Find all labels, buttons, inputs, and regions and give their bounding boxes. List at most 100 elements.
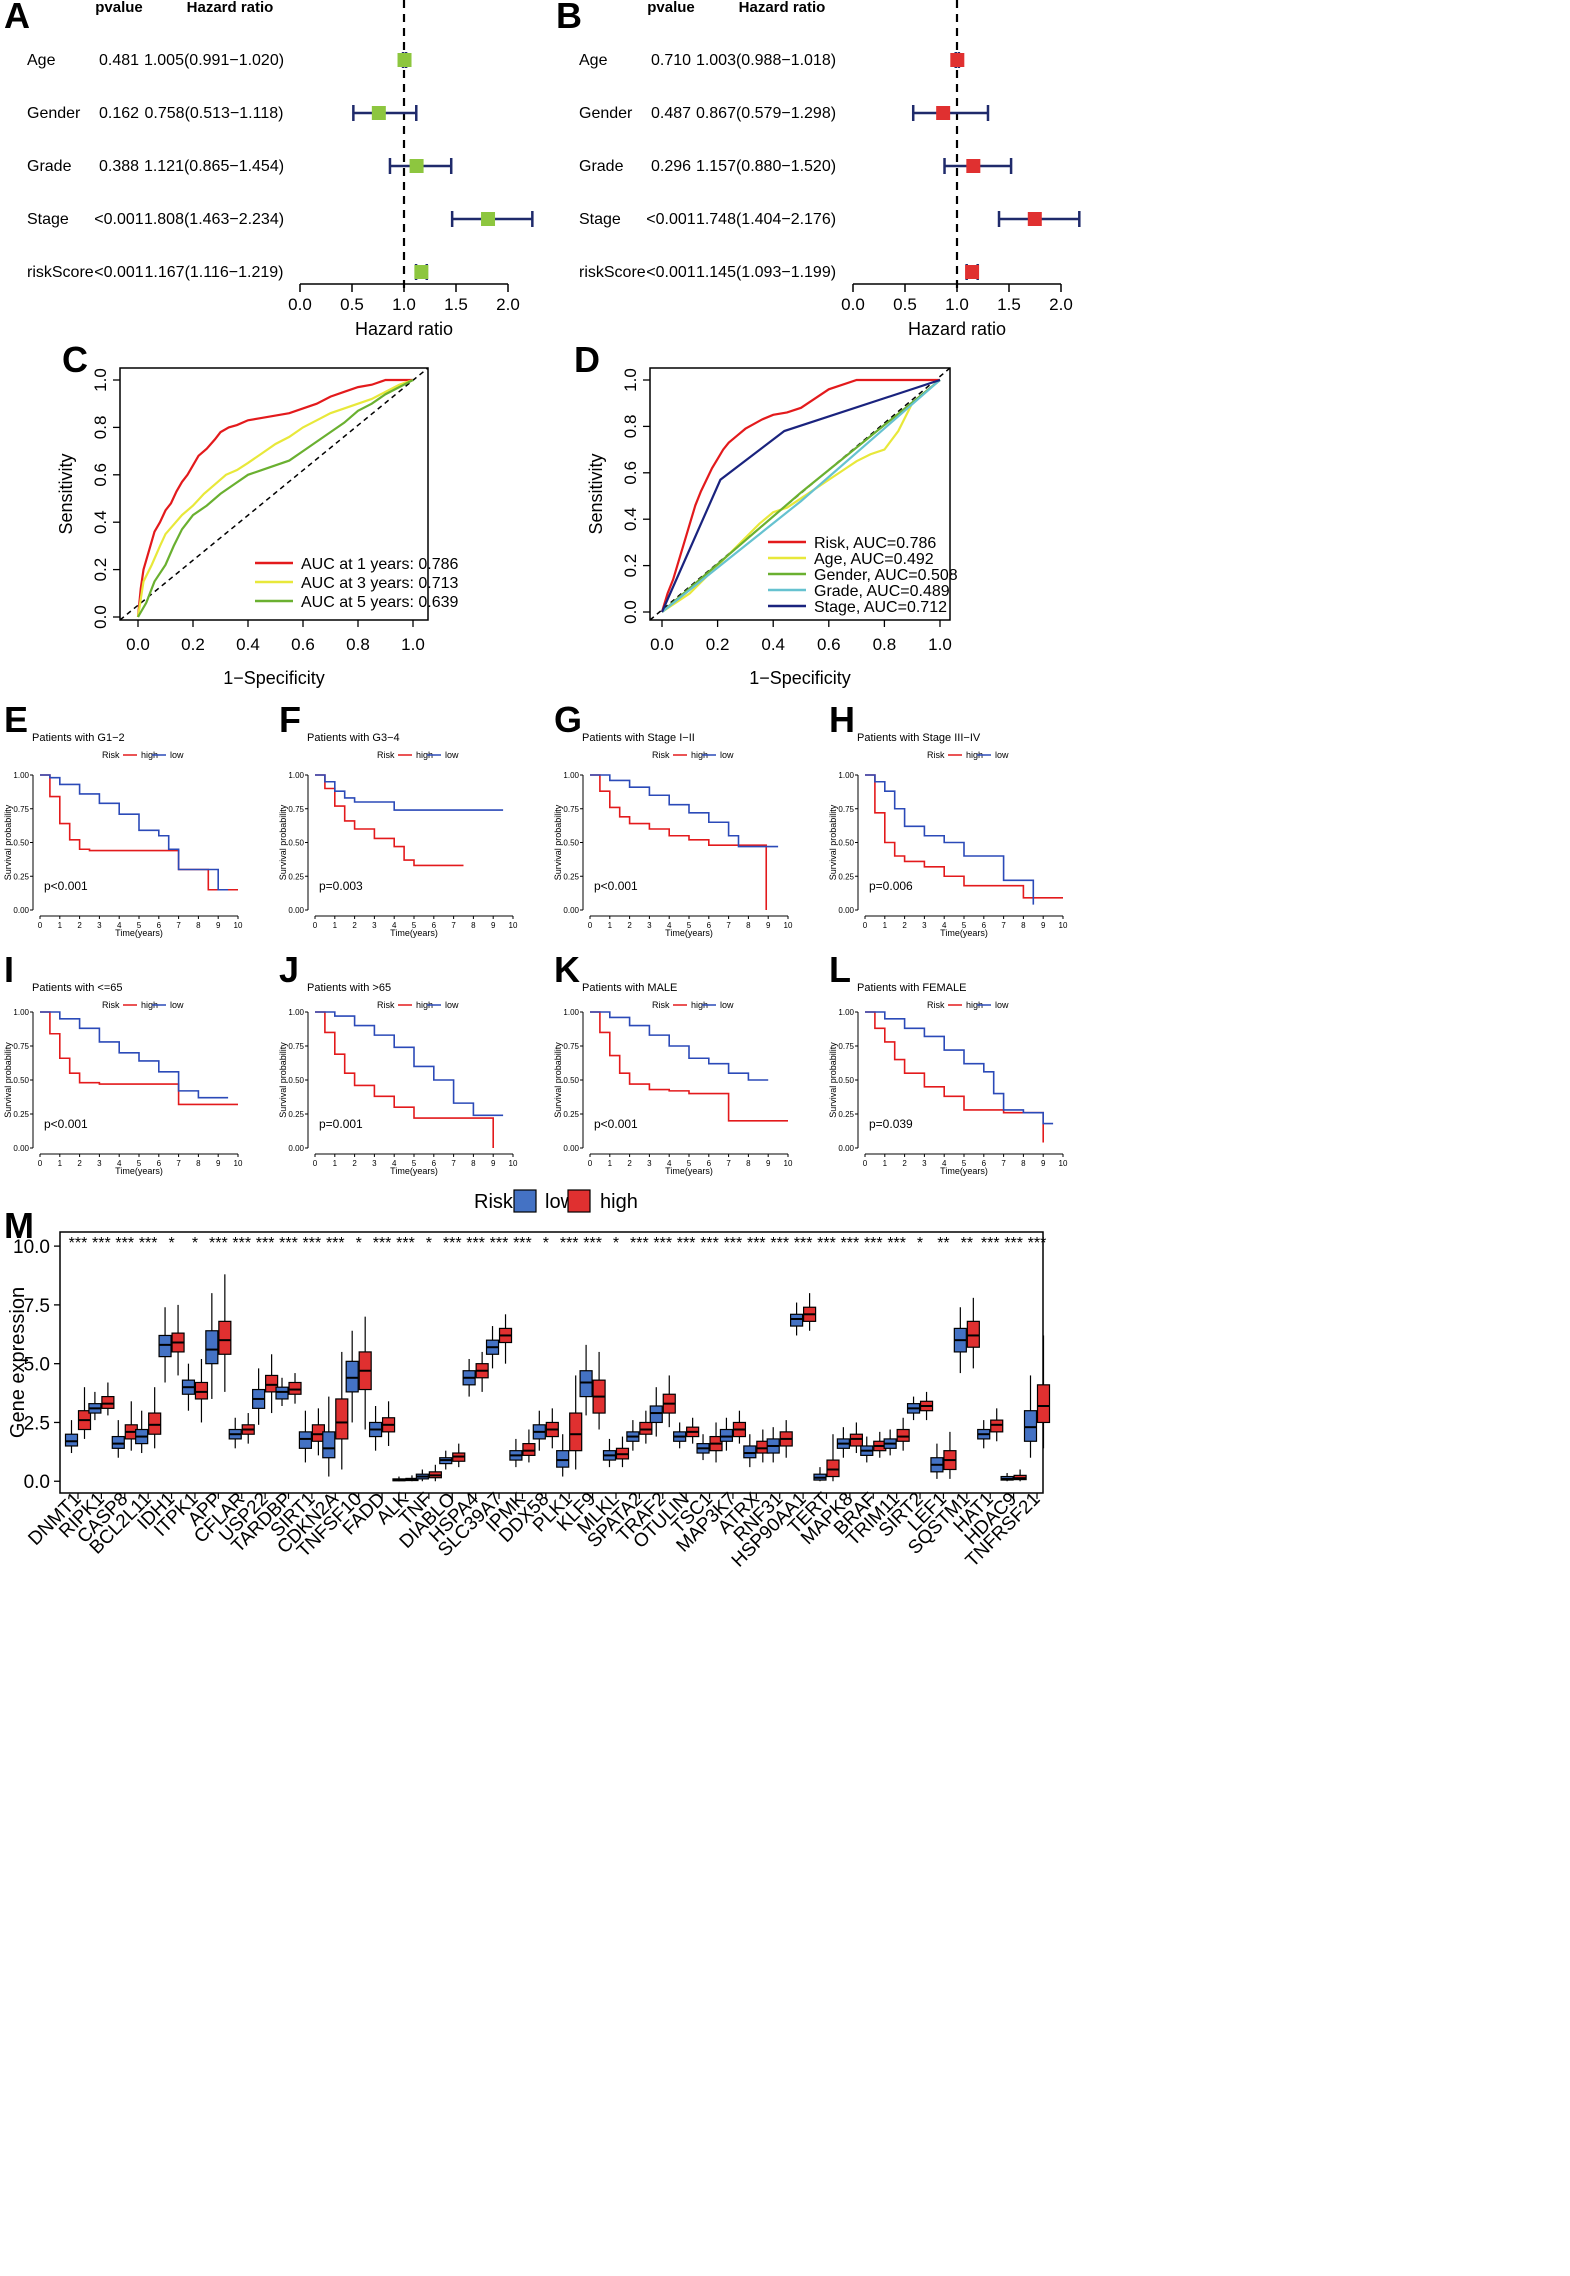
x-tick-label: 4 [667, 921, 672, 930]
y-tick-label: 0.00 [13, 1144, 29, 1153]
x-tick-label: 5 [137, 921, 142, 930]
x-tick-label: 7 [1001, 1159, 1006, 1168]
y-tick-label: 0.2 [91, 558, 110, 582]
significance-label: *** [560, 1235, 579, 1252]
y-axis-title: Survival probability [553, 804, 563, 880]
legend-label: Age, AUC=0.492 [814, 551, 934, 568]
y-tick-label: 0.25 [288, 1110, 304, 1119]
box-high [148, 1412, 162, 1435]
y-tick-label: 0.50 [838, 1076, 854, 1085]
panel-title: Patients with G3−4 [307, 732, 400, 744]
significance-label: *** [747, 1235, 766, 1252]
y-tick-label: 0.75 [13, 805, 29, 814]
box-high [990, 1419, 1004, 1433]
x-tick-label: 8 [471, 921, 476, 930]
legend-label-high: high [966, 1000, 983, 1010]
significance-label: *** [209, 1235, 228, 1252]
roc-panel-d: D 0.0 0.2 0.4 0.6 0.8 1.0 0.0 0.2 0.4 0.6 0.8 1.0 1−S… [574, 339, 958, 688]
significance-label: *** [396, 1235, 415, 1252]
box-low [649, 1405, 663, 1424]
x-tick-label: 5 [412, 1159, 417, 1168]
x-tick-label: 9 [216, 921, 221, 930]
significance-label: ** [961, 1235, 973, 1252]
x-tick-label: 1.5 [997, 295, 1021, 314]
p-value: p=0.039 [869, 1117, 913, 1131]
p-value: p<0.001 [44, 879, 88, 893]
row-hazard-ratio: 1.167(1.116−1.219) [145, 264, 284, 281]
x-tick-label: 0.8 [346, 635, 370, 654]
x-tick-label: 5 [137, 1159, 142, 1168]
hr-point [371, 106, 386, 120]
row-pvalue: 0.481 [99, 52, 139, 69]
y-tick-label: 0.75 [838, 1042, 854, 1051]
legend-label: AUC at 5 years: 0.639 [301, 594, 459, 611]
legend-label-high: high [691, 1000, 708, 1010]
survival-panel-k: K Patients with MALE Risk high low 0.00 0.25 0.… [553, 949, 793, 1176]
x-tick-label: 2 [902, 921, 907, 930]
hr-point [409, 159, 424, 173]
significance-label: *** [653, 1235, 672, 1252]
plot-frame [649, 367, 951, 621]
box-high [639, 1421, 653, 1435]
x-tick-label: 7 [726, 921, 731, 930]
y-tick-label: 0.6 [91, 463, 110, 487]
legend-label: Gender, AUC=0.508 [814, 567, 958, 584]
row-pvalue: 0.388 [99, 158, 139, 175]
panel-letter-m: M [4, 1205, 34, 1246]
x-axis-title: 1−Specificity [223, 668, 325, 688]
x-tick-label: 3 [647, 921, 652, 930]
gene-group: *TNF [395, 1235, 442, 1530]
y-tick-label: 1.00 [838, 1008, 854, 1017]
x-tick-label: 6 [432, 1159, 437, 1168]
x-tick-label: 4 [667, 1159, 672, 1168]
box-low [275, 1386, 289, 1400]
y-tick-label: 0.25 [838, 1110, 854, 1119]
box-high [826, 1459, 840, 1478]
significance-label: *** [373, 1235, 392, 1252]
legend-label: AUC at 1 years: 0.786 [301, 556, 459, 573]
p-value: p<0.001 [44, 1117, 88, 1131]
panel-letter-e: E [4, 699, 28, 740]
y-tick-label: 0.4 [91, 510, 110, 534]
x-tick-label: 6 [982, 1159, 987, 1168]
y-tick-label: 0.25 [288, 872, 304, 881]
significance-label: *** [981, 1235, 1000, 1252]
y-tick-label: 1.00 [563, 771, 579, 780]
x-tick-label: 1 [58, 921, 63, 930]
row-label: Age [579, 52, 608, 69]
x-tick-label: 2.0 [1049, 295, 1073, 314]
x-tick-label: 10 [234, 1159, 243, 1168]
significance-label: * [426, 1235, 432, 1252]
x-tick-label: 7 [726, 1159, 731, 1168]
panel-title: Patients with FEMALE [857, 982, 966, 994]
p-value: p=0.006 [869, 879, 913, 893]
significance-label: *** [326, 1235, 345, 1252]
y-tick-label: 0.00 [288, 1144, 304, 1153]
panel-letter-a: A [4, 0, 30, 36]
roc-series-line [660, 378, 941, 613]
significance-label: *** [770, 1235, 789, 1252]
y-tick-label: 0.00 [13, 906, 29, 915]
row-pvalue: <0.001 [646, 211, 695, 228]
y-tick-label: 0.50 [563, 839, 579, 848]
legend-label-high: high [600, 1191, 638, 1213]
x-axis-title: Time(years) [390, 1166, 438, 1176]
survival-curve-low [590, 774, 779, 848]
survival-panel-l: L Patients with FEMALE Risk high low 0.00 0.25… [828, 949, 1068, 1176]
x-tick-label: 9 [216, 1159, 221, 1168]
x-axis-title: Time(years) [115, 1166, 163, 1176]
panel-letter-i: I [4, 949, 14, 990]
legend-title: Risk [377, 750, 395, 760]
box-low [556, 1450, 570, 1468]
x-axis-title: 1−Specificity [749, 668, 851, 688]
x-tick-label: 6 [707, 921, 712, 930]
significance-label: * [356, 1235, 362, 1252]
survival-panel-f: F Patients with G3−4 Risk high low 0.00 0.25 0.… [278, 699, 518, 938]
box-high [896, 1428, 910, 1442]
x-tick-label: 6 [157, 1159, 162, 1168]
panel-title: Patients with Stage III−IV [857, 732, 981, 744]
hr-point [965, 265, 980, 279]
legend-label: Stage, AUC=0.712 [814, 599, 947, 616]
survival-curve-high [315, 774, 464, 867]
